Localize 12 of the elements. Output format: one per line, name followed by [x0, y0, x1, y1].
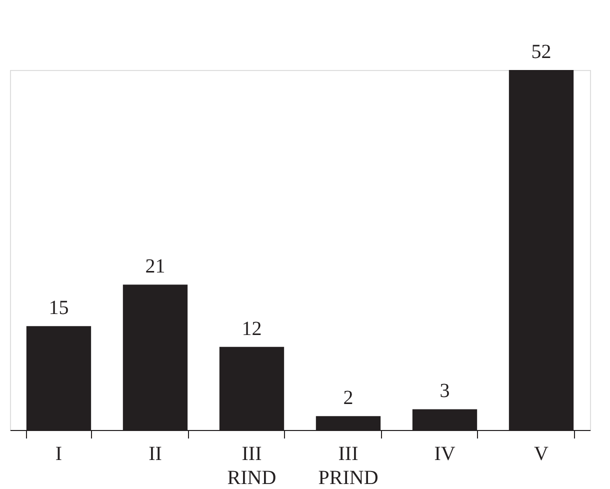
x-tick-label: III RIND	[227, 443, 276, 489]
x-tick-label: IV	[434, 443, 456, 465]
data-label: 52	[531, 41, 552, 63]
data-label: 3	[440, 380, 450, 402]
x-tick-label: II	[148, 443, 162, 465]
x-tick-label: I	[55, 443, 62, 465]
data-label: 15	[48, 297, 69, 320]
x-tick-label: V	[534, 443, 550, 465]
data-label: 12	[242, 318, 262, 340]
data-label: 2	[343, 387, 354, 410]
x-tick-label: III PRIND	[318, 443, 378, 489]
data-label: 21	[145, 256, 166, 278]
